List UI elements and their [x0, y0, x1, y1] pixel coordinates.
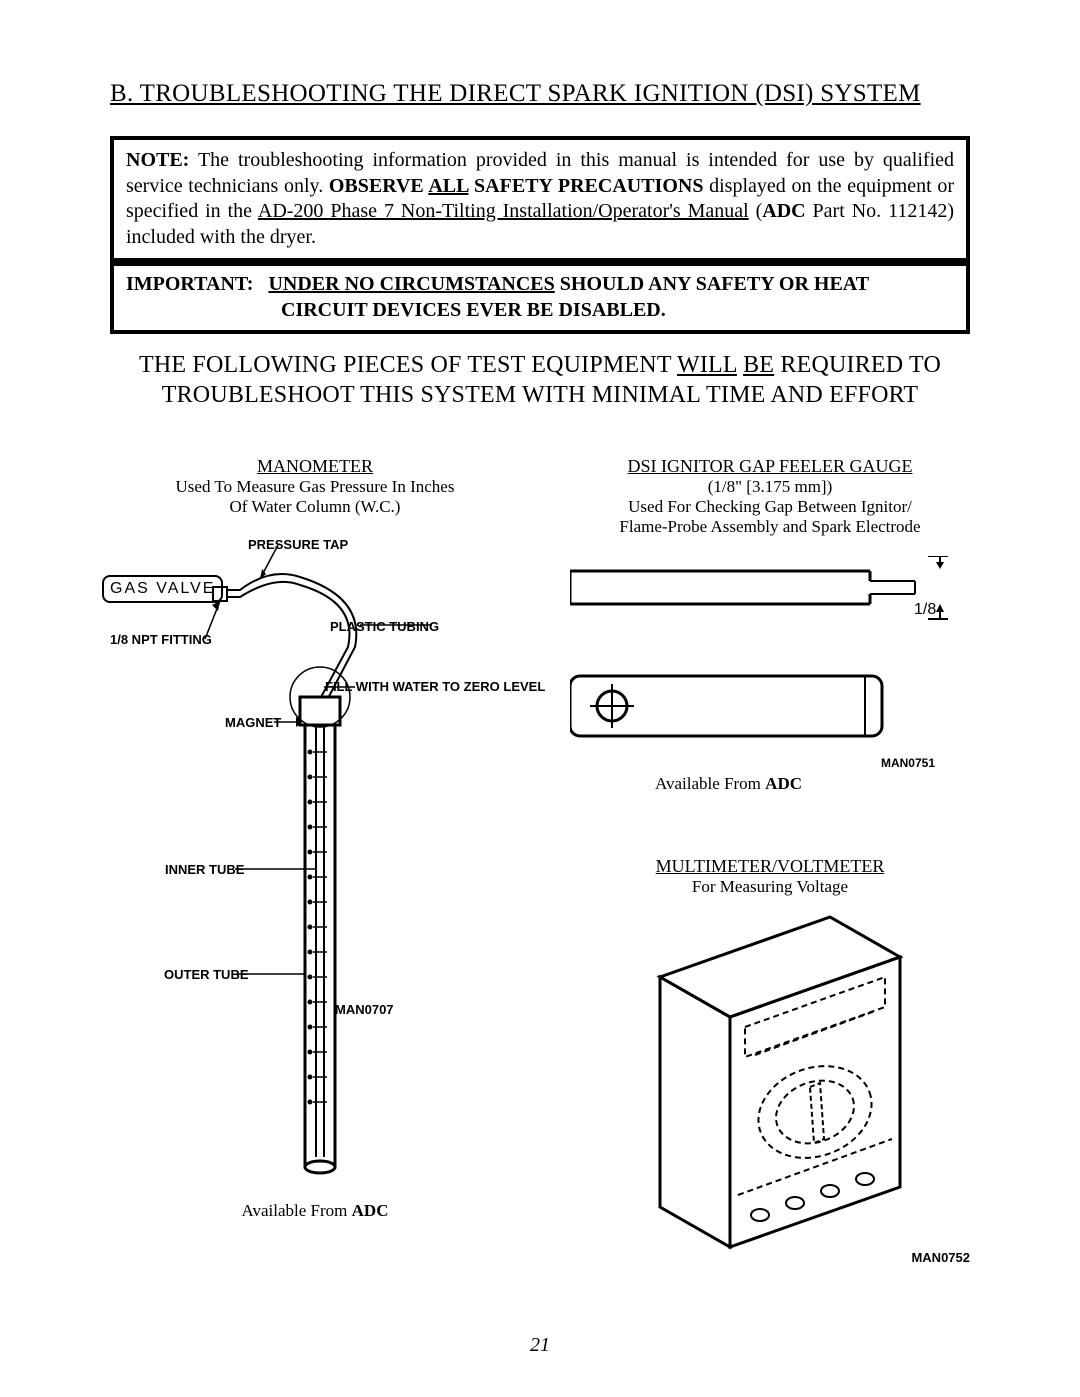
note-observe: OBSERVE [329, 175, 428, 197]
gauge-sub1: (1/8" [3.175 mm]) [570, 477, 970, 497]
note-label: NOTE: [126, 149, 189, 171]
equip-be: BE [743, 352, 774, 378]
multimeter-sub: For Measuring Voltage [570, 877, 970, 897]
multimeter-svg [620, 907, 920, 1267]
important-circ: CIRCUMSTANCES [375, 273, 555, 295]
manometer-sub2: Of Water Column (W.C.) [110, 497, 520, 517]
gauge-sub3: Flame-Probe Assembly and Spark Electrode [570, 517, 970, 537]
manometer-available: Available From ADC [110, 1201, 520, 1221]
note-all: ALL [428, 175, 468, 197]
important-no: NO [345, 273, 375, 295]
multimeter-diagram: MAN0752 [620, 907, 920, 1267]
right-column: DSI IGNITOR GAP FEELER GAUGE (1/8" [3.17… [570, 456, 970, 1268]
manometer-diagram: GAS VALVE PRESSURE TAP 1/8 NPT FITTING P… [110, 527, 520, 1197]
lbl-fill: FILL WITH WATER TO ZERO LEVEL [325, 679, 545, 694]
gauge-title: DSI IGNITOR GAP FEELER GAUGE [570, 456, 970, 477]
note-manual: AD-200 Phase 7 Non-Tilting Installation/… [258, 200, 749, 222]
lbl-code: MAN0707 [335, 1002, 394, 1017]
important-line2: CIRCUIT DEVICES EVER BE DISABLED. [281, 298, 954, 324]
gauge-avail-text: Available From [655, 774, 765, 793]
important-label: IMPORTANT: [126, 273, 253, 295]
equipment-area: MANOMETER Used To Measure Gas Pressure I… [110, 456, 970, 1326]
avail-adc: ADC [352, 1201, 389, 1220]
important-rest1: SHOULD ANY SAFETY OR HEAT [555, 273, 869, 295]
gauge-code: MAN0751 [881, 756, 935, 770]
note-safety: SAFETY PRECAUTIONS [468, 175, 703, 197]
lbl-pressure-tap: PRESSURE TAP [248, 537, 348, 552]
manometer-title: MANOMETER [110, 456, 520, 477]
note-text-3: ( [749, 200, 763, 222]
lbl-magnet: MAGNET [225, 715, 281, 730]
manometer-block: MANOMETER Used To Measure Gas Pressure I… [110, 456, 520, 1222]
gauge-frac: 1/8 [914, 601, 936, 618]
gauge-sub2: Used For Checking Gap Between Ignitor/ [570, 497, 970, 517]
multimeter-code: MAN0752 [911, 1250, 970, 1265]
note-box: NOTE: The troubleshooting information pr… [110, 136, 970, 262]
page-number: 21 [0, 1334, 1080, 1357]
gauge-diagram: 1/8 MAN0751 Available From ADC [570, 556, 950, 786]
multimeter-title: MULTIMETER/VOLTMETER [570, 856, 970, 877]
lbl-tubing: PLASTIC TUBING [330, 619, 439, 634]
equip-line1b: REQUIRED TO [774, 352, 941, 378]
gauge-available: Available From ADC [655, 774, 802, 794]
gauge-avail-adc: ADC [765, 774, 802, 793]
lbl-npt: 1/8 NPT FITTING [110, 632, 212, 647]
lbl-outer: OUTER TUBE [164, 967, 249, 982]
lbl-inner: INNER TUBE [165, 862, 244, 877]
note-adc: ADC [762, 200, 805, 222]
equip-will: WILL [677, 352, 737, 378]
equipment-heading: THE FOLLOWING PIECES OF TEST EQUIPMENT W… [110, 350, 970, 410]
gas-valve-box: GAS VALVE [102, 575, 223, 603]
important-under: UNDER [268, 273, 344, 295]
equip-line2: TROUBLESHOOT THIS SYSTEM WITH MINIMAL TI… [162, 382, 919, 408]
avail-text: Available From [241, 1201, 351, 1220]
important-box: IMPORTANT: UNDER NO CIRCUMSTANCES SHOULD… [110, 262, 970, 333]
section-heading: B. TROUBLESHOOTING THE DIRECT SPARK IGNI… [110, 80, 970, 108]
equip-line1a: THE FOLLOWING PIECES OF TEST EQUIPMENT [139, 352, 677, 378]
manometer-sub1: Used To Measure Gas Pressure In Inches [110, 477, 520, 497]
